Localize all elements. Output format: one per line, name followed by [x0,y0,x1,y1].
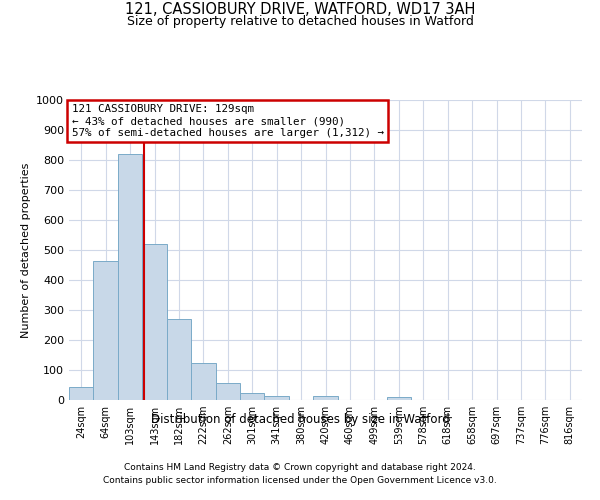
Bar [167,319,191,400]
Y-axis label: Number of detached properties: Number of detached properties [20,162,31,338]
Bar [265,396,289,400]
Bar [191,362,215,400]
Text: Distribution of detached houses by size in Watford: Distribution of detached houses by size … [151,412,449,426]
Text: 121, CASSIOBURY DRIVE, WATFORD, WD17 3AH: 121, CASSIOBURY DRIVE, WATFORD, WD17 3AH [125,2,475,18]
Text: Size of property relative to detached houses in Watford: Size of property relative to detached ho… [127,15,473,28]
Bar [142,244,167,400]
Bar [313,396,338,400]
Bar [240,394,265,400]
Text: Contains public sector information licensed under the Open Government Licence v3: Contains public sector information licen… [103,476,497,485]
Bar [69,388,94,400]
Text: Contains HM Land Registry data © Crown copyright and database right 2024.: Contains HM Land Registry data © Crown c… [124,462,476,471]
Text: 121 CASSIOBURY DRIVE: 129sqm
← 43% of detached houses are smaller (990)
57% of s: 121 CASSIOBURY DRIVE: 129sqm ← 43% of de… [71,104,383,138]
Bar [118,154,142,400]
Bar [94,262,118,400]
Bar [215,382,240,400]
Bar [386,397,411,400]
